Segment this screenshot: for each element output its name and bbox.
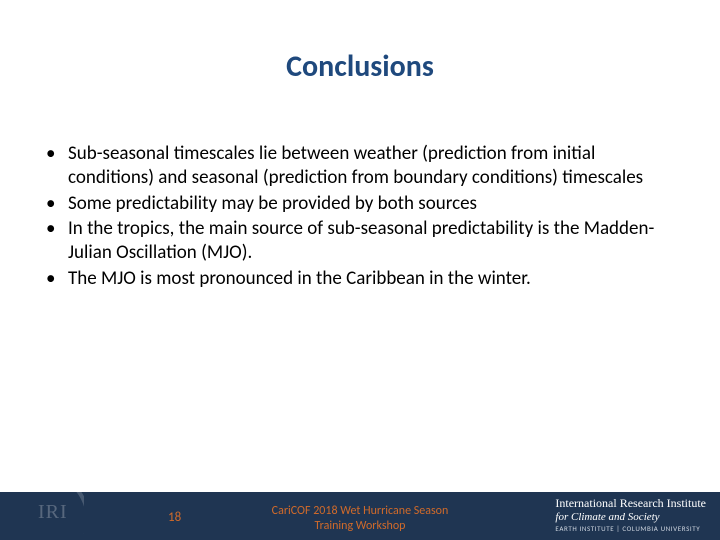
footer-bar: IRI 18 CariCOF 2018 Wet Hurricane Season…: [0, 492, 720, 540]
slide: Conclusions Sub-seasonal timescales lie …: [0, 0, 720, 540]
institute-name-2: for Climate and Society: [555, 511, 706, 523]
bullet-list: Sub-seasonal timescales lie between weat…: [38, 142, 682, 293]
list-item: Some predictability may be provided by b…: [38, 192, 682, 216]
footer-right-text: International Research Institute for Cli…: [555, 496, 706, 533]
list-item: In the tropics, the main source of sub-s…: [38, 217, 682, 265]
list-item: Sub-seasonal timescales lie between weat…: [38, 142, 682, 190]
list-item: The MJO is most pronounced in the Caribb…: [38, 267, 682, 291]
institute-sub: EARTH INSTITUTE | COLUMBIA UNIVERSITY: [555, 524, 706, 533]
slide-title: Conclusions: [0, 48, 720, 85]
institute-name-1: International Research Institute: [555, 496, 706, 511]
